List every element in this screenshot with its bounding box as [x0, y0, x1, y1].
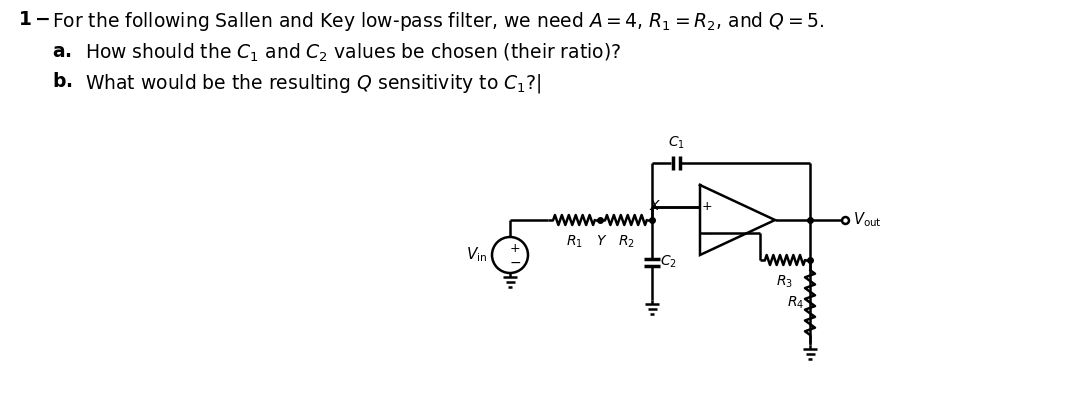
Text: $\mathbf{b.}$: $\mathbf{b.}$ — [52, 72, 72, 91]
Text: $C_1$: $C_1$ — [667, 135, 685, 151]
Text: $-$: $-$ — [701, 226, 713, 240]
Text: $Y$: $Y$ — [596, 234, 608, 248]
Text: How should the $C_1$ and $C_2$ values be chosen (their ratio)?: How should the $C_1$ and $C_2$ values be… — [85, 42, 621, 64]
Text: What would be the resulting $Q$ sensitivity to $C_1$?|: What would be the resulting $Q$ sensitiv… — [85, 72, 541, 95]
Text: $C_2$: $C_2$ — [660, 254, 677, 270]
Text: $\mathbf{1-}$: $\mathbf{1-}$ — [18, 10, 51, 29]
Text: $V_{\mathrm{in}}$: $V_{\mathrm{in}}$ — [465, 246, 487, 264]
Text: $R_3$: $R_3$ — [777, 274, 794, 290]
Text: $R_4$: $R_4$ — [787, 294, 804, 311]
Text: +: + — [702, 200, 713, 213]
Text: For the following Sallen and Key low-pass filter, we need $A = 4$, $R_1 = R_2$, : For the following Sallen and Key low-pas… — [52, 10, 824, 33]
Text: $R_2$: $R_2$ — [618, 234, 634, 250]
Text: $X$: $X$ — [649, 199, 661, 213]
Text: $-$: $-$ — [509, 255, 521, 269]
Text: +: + — [510, 241, 521, 255]
Text: $\mathbf{a.}$: $\mathbf{a.}$ — [52, 42, 71, 61]
Text: $V_{\mathrm{out}}$: $V_{\mathrm{out}}$ — [853, 211, 881, 229]
Text: $R_1$: $R_1$ — [566, 234, 582, 250]
